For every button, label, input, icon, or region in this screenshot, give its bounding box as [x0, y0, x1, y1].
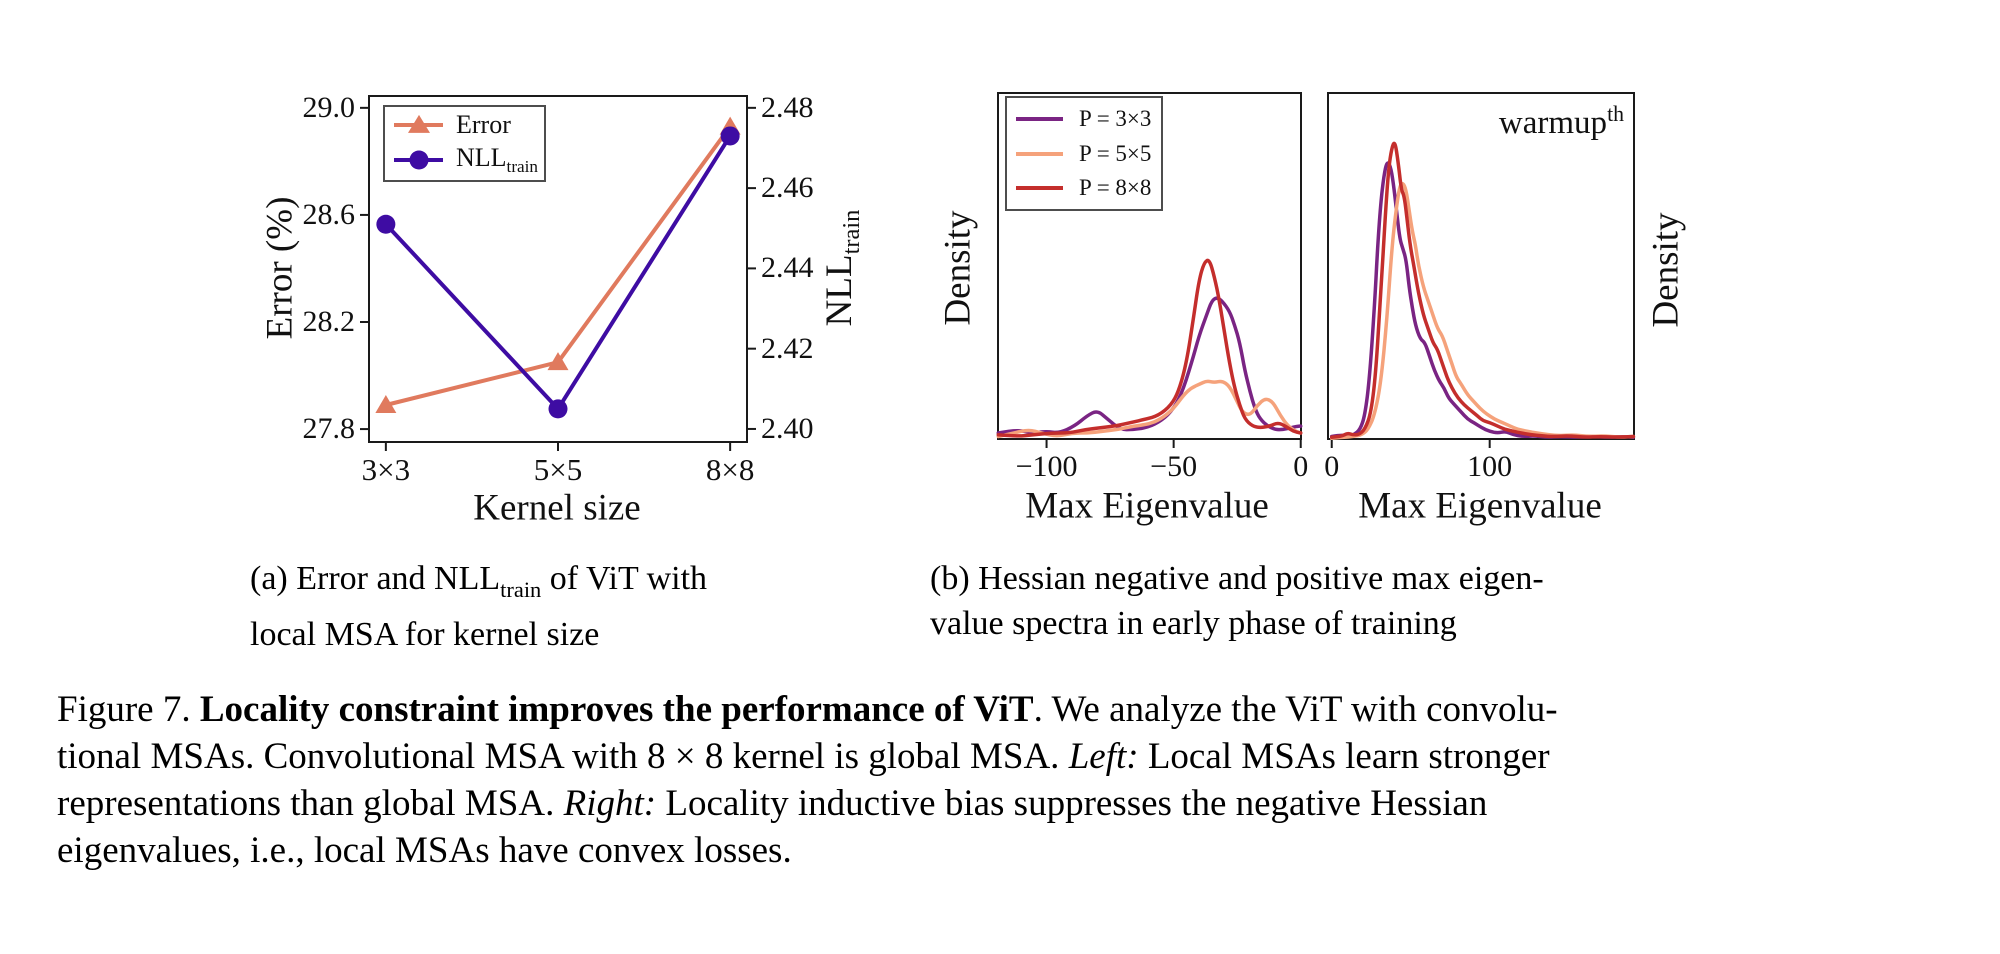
panel-b-legend: P = 3×3 P = 5×5 P = 8×8 [1005, 96, 1163, 211]
triangle-marker-icon [407, 114, 430, 133]
caption-line: value spectra in early phase of training [930, 605, 1457, 642]
tick-label: 2.48 [761, 90, 814, 124]
legend-b-swatch-0 [1016, 117, 1063, 122]
tick-label: 2.46 [761, 171, 814, 205]
legend-item-p3: P = 3×3 [1007, 106, 1161, 132]
right-axis-label-main: NLL [818, 254, 860, 327]
panel-b-negative-plot [996, 92, 1303, 448]
legend-label-p5: P = 5×5 [1079, 140, 1152, 166]
caption-line: (a) Error and NLLtrain of ViT with [250, 560, 708, 602]
tick-label: 3×3 [361, 452, 411, 487]
caption-line: local MSA for kernel size [250, 615, 600, 653]
figure-caption: Figure 7. Locality constraint improves t… [57, 686, 1962, 874]
panel-a-plot [360, 95, 756, 451]
legend-label-p8: P = 8×8 [1079, 174, 1152, 200]
caption-line: tional MSAs. Convolutional MSA with 8 × … [57, 736, 1550, 777]
legend-label-p3: P = 3×3 [1079, 106, 1152, 132]
legend-b-swatch-1 [1016, 151, 1063, 156]
legend-item-nll: NLLtrain [385, 143, 544, 177]
caption-line: Figure 7. Locality constraint improves t… [57, 689, 1558, 730]
tick-label: 8×8 [705, 452, 755, 487]
panel-b-right-x-axis-label: Max Eigenvalue [1358, 485, 1602, 527]
tick-label: 2.42 [761, 331, 814, 365]
error-legend-line [394, 114, 443, 133]
legend-item-error: Error [385, 110, 544, 140]
tick-label: 5×5 [533, 452, 583, 487]
tick-label: 100 [1467, 450, 1513, 483]
legend-item-p5: P = 5×5 [1007, 141, 1161, 167]
panel-b-positive-plot [1327, 92, 1636, 448]
panel-a-right-axis-label: NLLtrain [818, 210, 866, 327]
tick-label: 0 [1293, 450, 1309, 483]
subcaption-b: (b) Hessian negative and positive max ei… [930, 556, 1544, 646]
legend-b-swatch-2 [1016, 185, 1063, 190]
tick-label: 29.0 [302, 90, 356, 124]
tick-label: 2.40 [761, 411, 814, 445]
legend-label-error: Error [456, 109, 511, 139]
tick-label: 28.6 [302, 197, 356, 231]
nll-legend-line [394, 150, 443, 170]
panel-b-left-x-axis-label: Max Eigenvalue [1025, 485, 1269, 527]
tick-label: −100 [1015, 450, 1078, 483]
caption-line: eigenvalues, i.e., local MSAs have conve… [57, 830, 792, 871]
panel-a-x-axis-label: Kernel size [473, 487, 641, 529]
warmup-annotation: warmupth [1498, 102, 1624, 141]
circle-marker-icon [409, 150, 428, 170]
tick-label: 27.8 [302, 412, 356, 446]
panel-b-left-y-axis-label: Density [937, 210, 979, 326]
tick-label: 28.2 [302, 305, 356, 338]
right-axis-label-subscript: train [838, 209, 866, 255]
tick-label: 0 [1324, 450, 1340, 483]
panel-a-legend: Error NLLtrain [383, 105, 546, 182]
caption-line: representations than global MSA. Right: … [57, 783, 1488, 824]
panel-a-left-axis-label: Error (%) [259, 196, 301, 340]
legend-label-nll: NLLtrain [456, 142, 538, 177]
subcaption-a: (a) Error and NLLtrain of ViT with local … [250, 556, 707, 657]
caption-line: (b) Hessian negative and positive max ei… [930, 560, 1544, 597]
tick-label: 2.44 [761, 251, 814, 285]
legend-item-p8: P = 8×8 [1007, 175, 1161, 201]
panel-b-right-y-axis-label: Density [1645, 212, 1687, 328]
tick-label: −50 [1150, 450, 1198, 483]
